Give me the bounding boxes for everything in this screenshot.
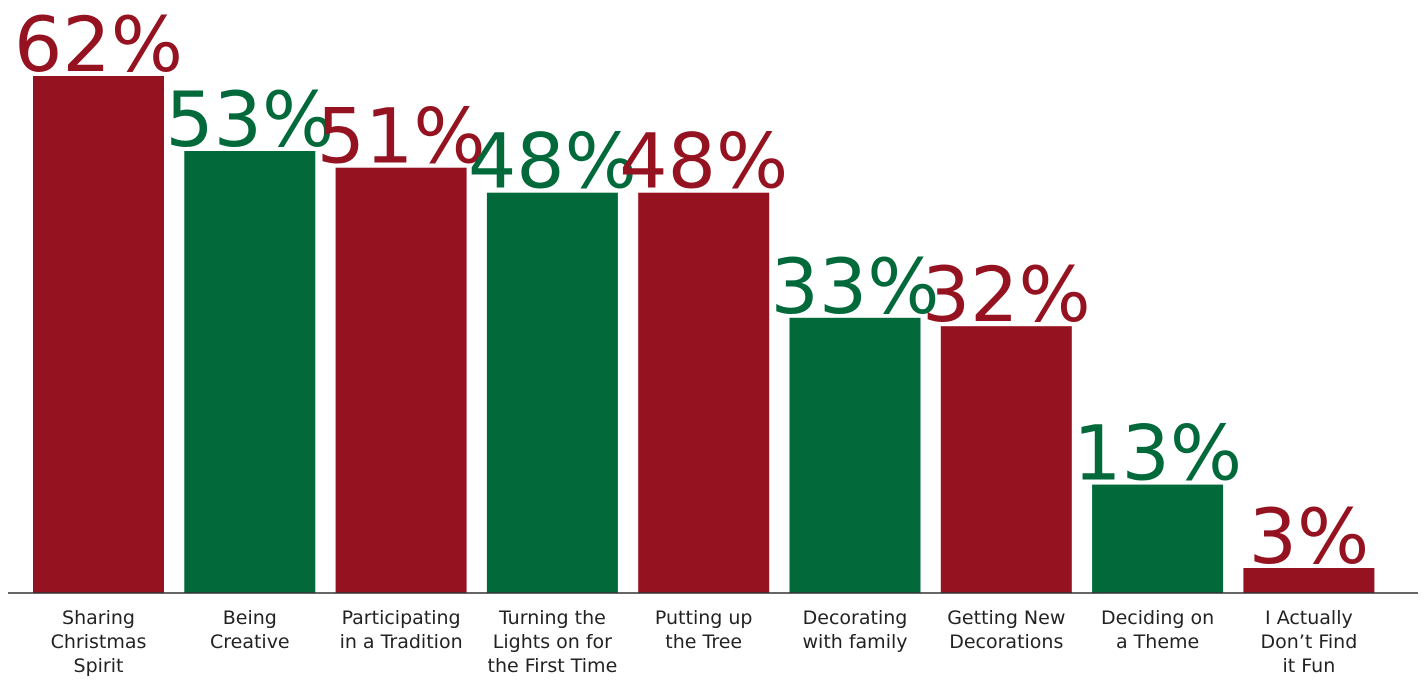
category-label-line: Sharing [62, 607, 135, 629]
bar-4 [638, 192, 770, 593]
value-label-2: 51% [317, 92, 486, 181]
category-label-line: Decorations [949, 631, 1063, 653]
value-label-1: 53% [165, 75, 334, 164]
category-label-line: Turning the [498, 607, 606, 629]
category-label-line: Deciding on [1101, 607, 1214, 629]
category-label-line: with family [803, 631, 908, 653]
category-label-line: in a Tradition [340, 631, 463, 653]
bar-6 [940, 326, 1072, 593]
value-label-7: 13% [1073, 409, 1242, 498]
category-label-line: Being [223, 607, 277, 629]
category-label-line: Decorating [803, 607, 908, 629]
category-label-7: Deciding on a Theme [1101, 607, 1214, 653]
category-label-line: Participating [342, 607, 461, 629]
bar-0 [33, 76, 164, 593]
value-label-0: 62% [14, 0, 183, 89]
category-label-8: I Actually Don’t Find it Fun [1261, 607, 1358, 677]
category-labels-group: Sharing Christmas Spirit Being Creative Parti… [51, 607, 1358, 677]
category-label-line: Getting New [947, 607, 1065, 629]
category-label-2: Participating in a Tradition [340, 607, 463, 653]
value-labels-group: 62%53%51%48%48%33%32%13%3% [14, 0, 1369, 581]
category-label-line: Spirit [74, 655, 124, 677]
bars-group [33, 76, 1375, 593]
category-label-line: it Fun [1283, 655, 1336, 677]
category-label-line: Creative [210, 631, 290, 653]
bar-7 [1092, 484, 1224, 593]
value-label-3: 48% [468, 117, 637, 206]
category-label-line: a Theme [1116, 631, 1199, 653]
category-label-3: Turning the Lights on for the First Time [488, 607, 618, 677]
category-label-line: I Actually [1265, 607, 1353, 629]
value-label-8: 3% [1249, 492, 1370, 581]
category-label-line: Putting up [655, 607, 753, 629]
category-label-4: Putting up the Tree [655, 607, 753, 653]
bar-1 [184, 151, 316, 593]
bar-8 [1243, 568, 1375, 593]
category-label-line: the First Time [488, 655, 618, 677]
category-label-6: Getting New Decorations [947, 607, 1065, 653]
bar-3 [486, 192, 618, 593]
value-label-4: 48% [619, 117, 788, 206]
bar-2 [335, 167, 467, 593]
value-label-5: 33% [771, 242, 940, 331]
category-label-line: the Tree [665, 631, 742, 653]
category-label-line: Don’t Find [1261, 631, 1358, 653]
category-label-1: Being Creative [210, 607, 290, 653]
category-label-0: Sharing Christmas Spirit [51, 607, 147, 677]
category-label-line: Lights on for [493, 631, 612, 653]
value-label-6: 32% [922, 250, 1091, 339]
category-label-5: Decorating with family [803, 607, 908, 653]
category-label-line: Christmas [51, 631, 147, 653]
bar-5 [789, 317, 921, 593]
